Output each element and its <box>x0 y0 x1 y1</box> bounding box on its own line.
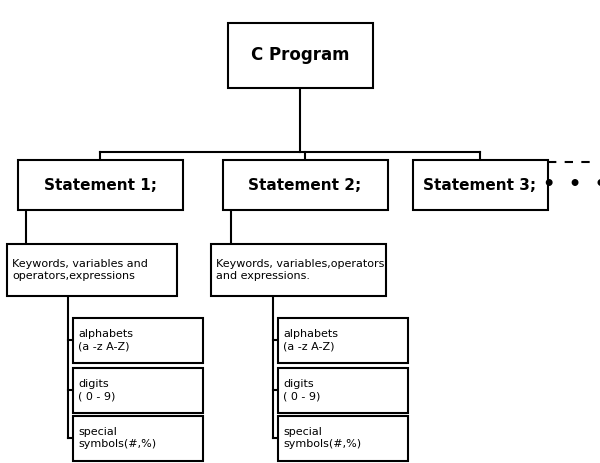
Text: special
symbols(#,%): special symbols(#,%) <box>78 427 156 449</box>
Text: alphabets
(a -z A-Z): alphabets (a -z A-Z) <box>78 329 133 351</box>
Bar <box>17 160 182 210</box>
Text: Keywords, variables,operators
and expressions.: Keywords, variables,operators and expres… <box>215 259 384 281</box>
Bar <box>278 368 408 413</box>
Text: digits
( 0 - 9): digits ( 0 - 9) <box>78 379 115 401</box>
Bar <box>223 160 388 210</box>
Text: •  •  •: • • • <box>543 175 600 194</box>
Text: C Program: C Program <box>251 46 349 64</box>
Text: special
symbols(#,%): special symbols(#,%) <box>283 427 361 449</box>
Bar <box>7 244 177 296</box>
Text: alphabets
(a -z A-Z): alphabets (a -z A-Z) <box>283 329 338 351</box>
Bar <box>278 318 408 363</box>
Bar <box>211 244 386 296</box>
Bar <box>413 160 548 210</box>
Text: Statement 1;: Statement 1; <box>44 177 157 193</box>
Text: Keywords, variables and
operators,expressions: Keywords, variables and operators,expres… <box>12 259 148 281</box>
Text: Statement 2;: Statement 2; <box>248 177 362 193</box>
Text: Statement 3;: Statement 3; <box>424 177 536 193</box>
Bar <box>278 415 408 461</box>
Bar <box>73 368 203 413</box>
Bar <box>73 415 203 461</box>
Bar <box>73 318 203 363</box>
Bar <box>227 23 373 88</box>
Text: digits
( 0 - 9): digits ( 0 - 9) <box>283 379 320 401</box>
